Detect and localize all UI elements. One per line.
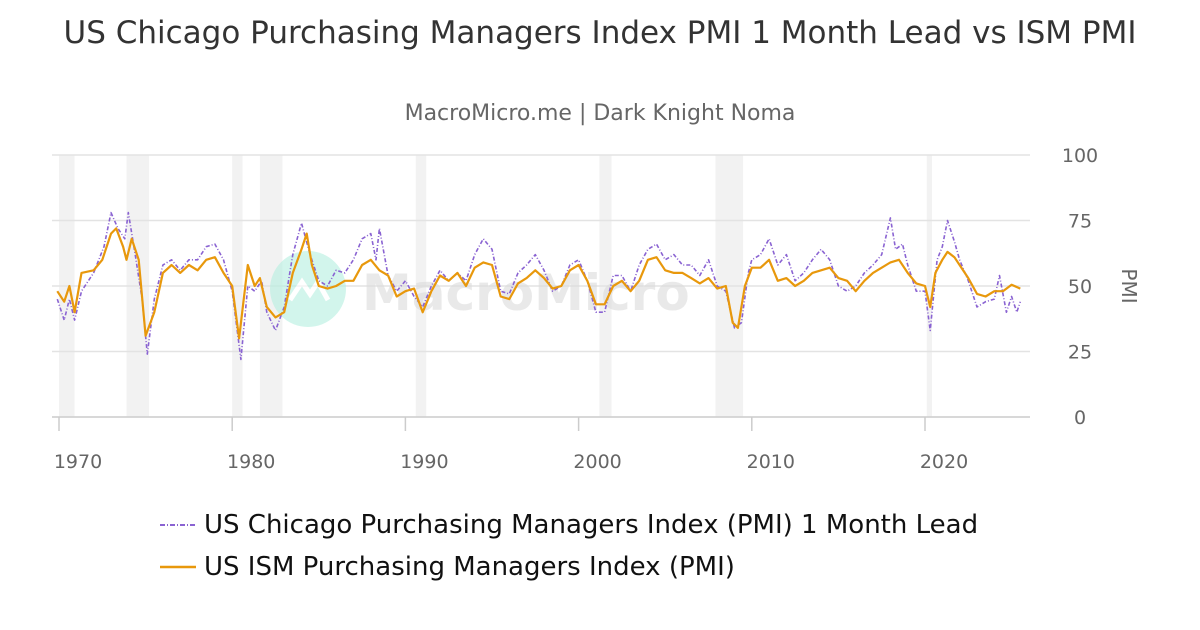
y-tick-label: 100	[1062, 145, 1098, 167]
x-tick-label: 1990	[400, 451, 448, 473]
y-axis-label: PMI	[1117, 268, 1141, 303]
legend-dashdot-line-icon	[160, 524, 196, 526]
watermark-text: MacroMicro	[362, 264, 690, 322]
chart-plot: 0 25 50 75 100 1970 1980 1990 2000 2010 2020 PMI Mac…	[52, 145, 1141, 473]
x-tick-label: 1980	[227, 451, 275, 473]
series-line-ism-pmi	[56, 227, 1021, 340]
legend-solid-line-icon	[160, 565, 196, 569]
x-tick-label: 2010	[747, 451, 795, 473]
y-tick-label: 0	[1074, 407, 1086, 429]
y-tick-label: 25	[1068, 342, 1092, 364]
x-tick-label: 2020	[920, 451, 968, 473]
y-tick-label: 50	[1068, 276, 1092, 298]
watermark: MacroMicro	[270, 251, 690, 327]
y-tick-label: 75	[1068, 211, 1092, 233]
legend-label: US ISM Purchasing Managers Index (PMI)	[204, 552, 735, 582]
legend-item-ism-pmi[interactable]: US ISM Purchasing Managers Index (PMI)	[160, 552, 735, 582]
series-line-chicago-pmi	[56, 211, 1022, 361]
legend-item-chicago-pmi[interactable]: US Chicago Purchasing Managers Index (PM…	[160, 510, 978, 540]
x-tick-label: 1970	[54, 451, 102, 473]
chart-title: US Chicago Purchasing Managers Index PMI…	[63, 15, 1137, 51]
x-tick-label: 2000	[573, 451, 621, 473]
watermark-logo-mark	[287, 277, 331, 302]
legend-label: US Chicago Purchasing Managers Index (PM…	[204, 510, 979, 540]
chart-subtitle: MacroMicro.me | Dark Knight Noma	[404, 101, 796, 126]
